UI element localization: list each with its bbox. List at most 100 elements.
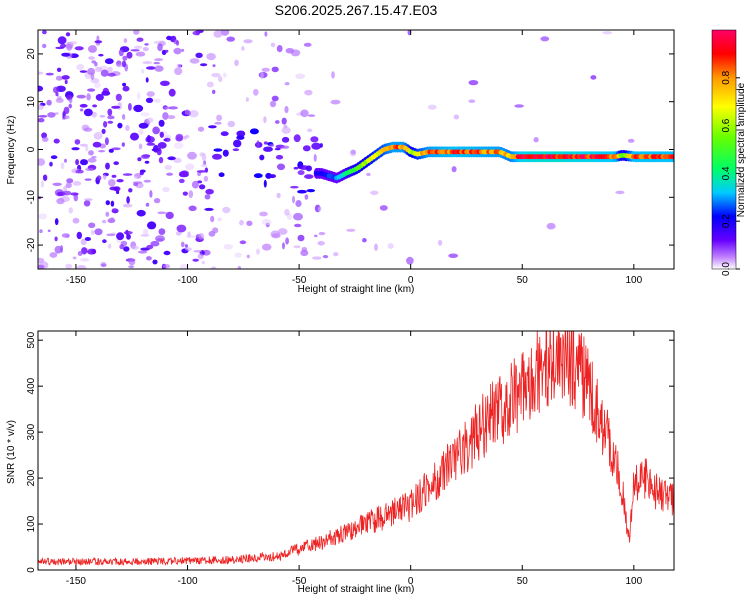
noise-blob [54,112,59,115]
noise-blob [178,171,189,177]
noise-blob [102,219,107,224]
noise-blob [533,137,539,143]
noise-blob [68,103,72,109]
noise-blob [85,167,95,171]
noise-blob [96,175,102,181]
noise-blob [103,121,108,128]
noise-blob [187,151,197,160]
noise-blob [174,67,183,76]
noise-blob [83,127,93,132]
noise-blob [146,134,151,143]
noise-blob [374,243,378,251]
noise-blob [304,89,313,96]
noise-blob [72,181,82,186]
noise-blob [269,100,277,108]
noise-blob [468,99,476,103]
noise-blob [189,58,200,64]
noise-blob [128,258,136,266]
noise-blob [303,42,312,47]
noise-blob [111,208,118,211]
noise-blob [155,235,165,242]
noise-blob [90,72,95,80]
noise-blob [277,228,288,235]
noise-blob [263,179,267,188]
x-tick-label: -50 [292,275,307,286]
noise-blob [94,82,101,89]
noise-blob [94,228,103,236]
noise-blob [220,30,230,36]
noise-blob [80,257,90,262]
noise-blob [222,72,227,78]
noise-blob [47,112,56,118]
noise-blob [42,43,47,49]
noise-blob [204,194,211,200]
noise-blob [117,122,123,129]
noise-blob [81,247,88,255]
noise-blob [83,108,93,117]
noise-blob [281,136,290,143]
noise-blob [152,259,158,265]
noise-blob [514,104,524,108]
noise-blob [133,30,140,35]
noise-blob [153,198,161,204]
noise-blob [136,37,144,42]
noise-blob [217,217,222,222]
noise-blob [300,249,309,257]
spectrogram-xlabel: Height of straight line (km) [298,284,415,295]
noise-blob [261,243,272,251]
noise-blob [312,256,322,260]
noise-blob [98,150,106,153]
noise-blob [65,32,71,37]
noise-blob [306,189,316,193]
noise-blob [297,234,305,242]
noise-blob [259,154,265,161]
noise-blob [83,200,91,207]
noise-blob [146,244,154,250]
noise-blob [88,150,94,156]
noise-blob [246,220,253,226]
noise-blob [253,173,263,179]
y-tick-label: 300 [26,423,37,440]
noise-blob [200,164,208,168]
y-tick-label: 500 [26,331,37,348]
colorbar-tick-label: 0.2 [721,214,732,228]
noise-blob [54,245,62,254]
noise-blob [150,240,160,247]
noise-blob [331,71,335,79]
noise-blob [164,137,171,142]
colorbar-ticks: 0.0 0.2 0.4 0.6 0.8 [721,70,740,276]
noise-blob [84,178,92,181]
noise-blob [54,218,59,226]
noise-blob [284,82,290,86]
noise-blob [104,137,109,146]
colorbar-gradient [711,29,737,270]
y-tick-label: -10 [26,190,37,205]
noise-blob [158,156,164,164]
noise-blob [453,114,460,120]
noise-blob [243,39,253,44]
noise-blob [154,65,164,72]
noise-blob [204,207,214,211]
noise-blob [223,244,233,250]
noise-blob [102,239,107,244]
noise-blob [294,223,302,228]
x-tick-label: 50 [517,275,529,286]
noise-blob [103,174,107,180]
noise-blob [111,105,121,109]
noise-blob [173,47,182,55]
noise-blob [157,142,167,149]
noise-blob [38,85,44,92]
noise-blob [72,256,77,260]
noise-blob [57,36,67,45]
noise-blob [236,135,245,140]
noise-blob [152,126,160,135]
noise-blob [304,174,314,180]
colorbar-tick-label: 0.8 [721,70,732,84]
noise-blob [108,179,116,187]
noise-blob [141,69,145,74]
noise-blob [214,121,222,125]
noise-blob [70,192,79,196]
noise-blob [145,202,150,207]
noise-blob [39,229,43,234]
